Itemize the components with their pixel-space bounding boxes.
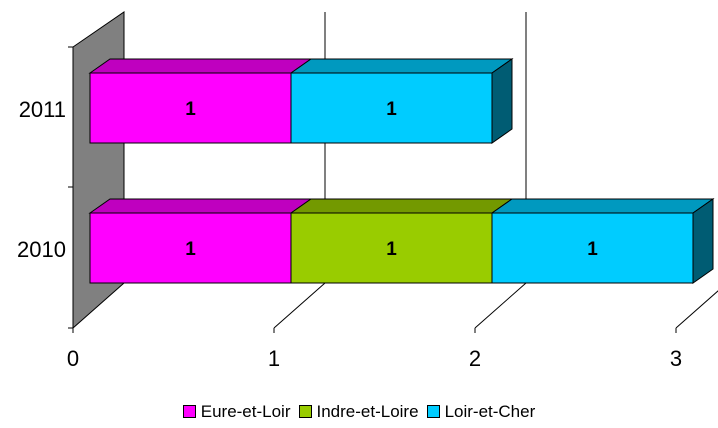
legend-label: Eure-et-Loir <box>200 402 291 421</box>
gridline-floor <box>675 290 718 329</box>
bar-side-face <box>692 198 714 284</box>
bar-top-face <box>88 58 313 74</box>
y-tick-label: 2011 <box>19 97 66 122</box>
data-label: 1 <box>386 99 397 120</box>
gridline-floor <box>273 282 326 329</box>
x-tick-label: 3 <box>670 346 682 371</box>
bar-top-face <box>88 198 313 214</box>
legend-label: Loir-et-Cher <box>444 402 536 421</box>
bar-side-face <box>491 58 513 144</box>
bar-top-face <box>289 58 514 74</box>
bar <box>290 72 493 144</box>
gridline-floor <box>474 282 527 329</box>
x-tick-label: 1 <box>268 346 280 371</box>
data-label: 1 <box>587 239 598 260</box>
bar <box>89 212 292 284</box>
y-tick-label: 2010 <box>17 237 66 262</box>
bar <box>491 212 694 284</box>
bar <box>290 212 493 284</box>
data-label: 1 <box>185 99 196 120</box>
legend-item: Indre-et-Loire <box>298 402 419 422</box>
legend-swatch <box>298 405 312 418</box>
legend-item: Loir-et-Cher <box>426 402 536 422</box>
x-tick-label: 2 <box>469 346 481 371</box>
legend-label: Indre-et-Loire <box>316 402 419 421</box>
legend-item: Eure-et-Loir <box>182 402 291 422</box>
data-label: 1 <box>386 239 397 260</box>
bar-top-face <box>289 198 514 214</box>
stacked-bar-chart: 0 1 2 3 2011 1 1 2010 1 1 1 <box>17 11 718 371</box>
bar-top-face <box>490 198 715 214</box>
legend-swatch <box>182 405 196 418</box>
chart-legend: Eure-et-Loir Indre-et-Loire Loir-et-Cher <box>0 402 718 422</box>
x-tick-label: 0 <box>67 346 79 371</box>
legend-swatch <box>426 405 440 418</box>
bar <box>89 72 292 144</box>
data-label: 1 <box>185 239 196 260</box>
